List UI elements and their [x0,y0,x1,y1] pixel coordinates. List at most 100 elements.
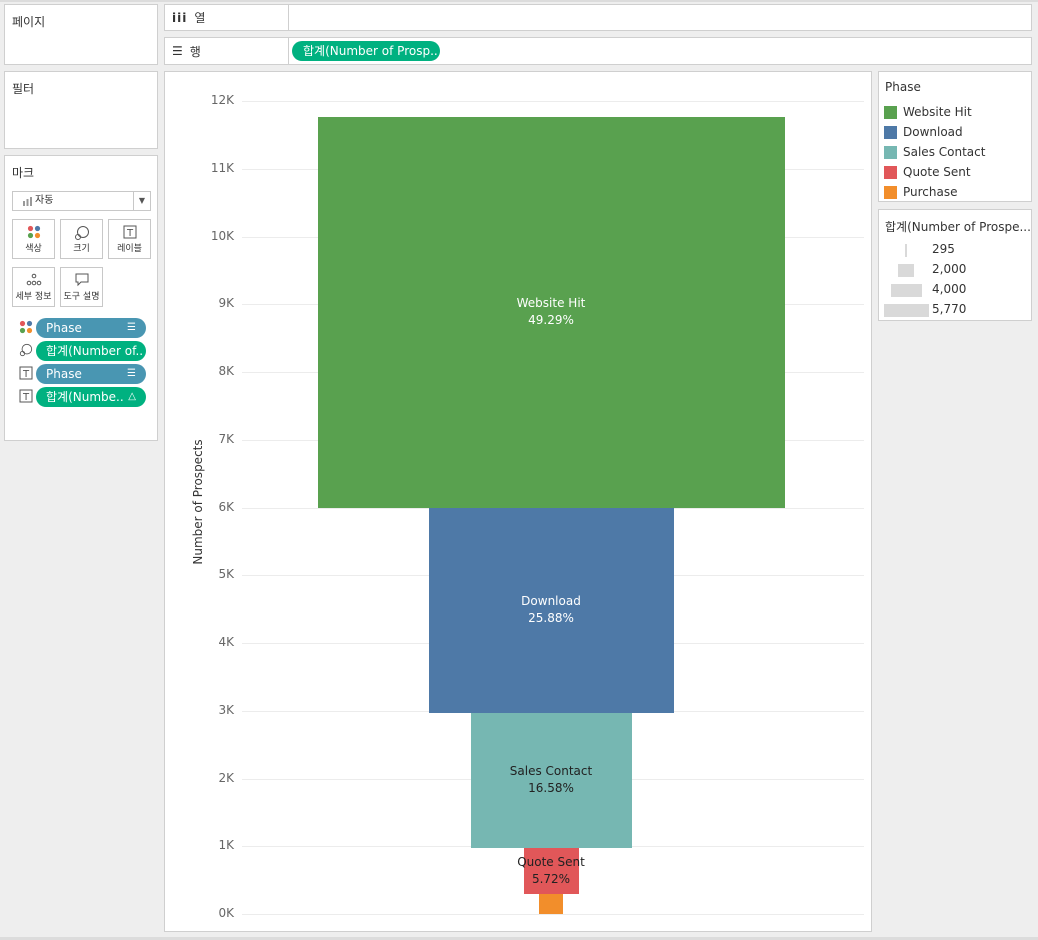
legend-label: Sales Contact [903,145,986,159]
funnel-segment-sales-contact[interactable] [470,713,632,848]
funnel-segment-website-hit[interactable] [317,116,785,508]
funnel-segment-download[interactable] [428,507,674,714]
filters-card[interactable]: 필터 [4,71,158,149]
rows-shelf[interactable]: ☰ 행 합계(Number of Prosp.. [164,37,1032,65]
size-icon [74,226,89,240]
size-icon [19,343,33,357]
label-button[interactable]: T 레이블 [108,219,151,259]
size-legend-label: 295 [932,242,955,256]
sort-icon: ☰ [127,368,136,379]
delta-icon: △ [128,391,136,402]
segment-name: Website Hit [516,296,586,311]
color-icon [19,320,33,334]
marks-title: 마크 [12,166,35,180]
legend-item[interactable]: Purchase [884,184,958,200]
y-tick-label: 11K [210,160,234,175]
legend-item[interactable]: Website Hit [884,104,972,120]
size-legend-mark [883,304,929,317]
size-button[interactable]: 크기 [60,219,103,259]
legend-label: Purchase [903,185,958,199]
y-tick-label: 12K [210,93,234,107]
rows-icon: ☰ [172,44,183,58]
segment-label: Quote Sent 5.72% [431,854,671,888]
mark-type-value: 자동 [35,195,54,206]
label-icon: T [19,366,33,380]
legend-swatch [884,125,897,139]
y-tick-label: 7K [218,431,234,446]
tooltip-icon [75,273,88,287]
legend-item[interactable]: Download [884,124,963,140]
y-tick-label: 2K [218,770,234,785]
tooltip-button-label: 도구 설명 [63,292,100,302]
y-tick-label: 8K [218,364,234,378]
columns-shelf-label: iii 열 [165,5,289,30]
segment-percent: 49.29% [528,313,574,328]
gridline [242,101,864,102]
size-legend-label: 2,000 [932,262,967,276]
bar-chart-icon [23,197,32,206]
sum-size-pill-label: 합계(Number of.. [46,344,144,358]
segment-name: Quote Sent [517,854,585,869]
sum-label-pill-label: 합계(Numbe.. [46,390,124,404]
legend-swatch [884,145,897,159]
funnel-segment-purchase[interactable] [539,894,563,914]
color-icon [27,225,40,239]
sum-label-pill[interactable]: 합계(Numbe.. △ [36,387,146,407]
segment-name: Sales Contact [509,764,593,779]
phase-legend-title: Phase [885,80,921,94]
chart-area: Number of Prospects 0K 1K 2K 3K 4K 5K 6K 7K 8K 9K… [165,72,871,931]
chart-view[interactable]: Number of Prospects 0K 1K 2K 3K 4K 5K 6K 7K 8K 9K… [164,71,872,932]
y-tick-label: 9K [218,296,234,311]
size-legend-mark [890,284,922,297]
legend-item[interactable]: Quote Sent [884,164,971,180]
label-icon: T [19,389,33,403]
detail-button-label: 세부 정보 [15,292,52,302]
columns-icon: iii [172,10,188,25]
y-tick-label: 3K [218,702,234,717]
phase-color-pill-label: Phase [46,321,82,335]
label-button-label: 레이블 [117,244,142,254]
pages-title: 페이지 [12,15,46,29]
rows-shelf-label: ☰ 행 [165,38,289,64]
pages-card[interactable]: 페이지 [4,4,158,65]
sum-size-pill[interactable]: 합계(Number of.. [36,341,146,361]
segment-name: Download [521,594,581,609]
rows-sum-pill[interactable]: 합계(Number of Prosp.. [292,41,440,61]
phase-label-pill-label: Phase [46,367,82,381]
filters-title: 필터 [12,82,35,96]
segment-label: Download 25.88% [431,593,671,627]
size-legend: 합계(Number of Prospe... 295 2,000 4,000 5,77… [878,209,1032,321]
size-legend-label: 4,000 [932,282,967,296]
y-tick-label: 6K [218,499,234,514]
y-tick-label: 5K [218,567,234,582]
segment-percent: 25.88% [528,611,574,626]
svg-text:T: T [22,392,30,403]
chevron-down-icon[interactable]: ▼ [133,192,150,210]
size-legend-title: 합계(Number of Prospe... [885,220,1031,234]
segment-label: Sales Contact 16.58% [431,763,671,797]
funnel-segment-quote-sent[interactable] [523,847,579,894]
legend-label: Download [903,125,963,139]
detail-icon [26,273,41,286]
color-button[interactable]: 색상 [12,219,55,259]
detail-button[interactable]: 세부 정보 [12,267,55,307]
legend-swatch [884,165,897,179]
marks-card: 마크 자동 ▼ 색상 크기 T 레이블 세부 정보 [4,155,158,441]
phase-label-pill[interactable]: Phase ☰ [36,364,146,384]
phase-legend: Phase Website Hit Download Sales Contact Qu… [878,71,1032,202]
segment-percent: 5.72% [531,871,571,886]
sort-icon: ☰ [127,322,136,333]
segment-percent: 16.58% [528,781,574,796]
mark-type-dropdown[interactable]: 자동 ▼ [12,191,151,211]
gridline [242,914,864,915]
phase-color-pill[interactable]: Phase ☰ [36,318,146,338]
size-legend-mark [898,264,914,277]
color-button-label: 색상 [25,244,42,254]
columns-shelf[interactable]: iii 열 [164,4,1032,31]
legend-label: Quote Sent [903,165,971,179]
legend-item[interactable]: Sales Contact [884,144,985,160]
svg-text:T: T [22,369,30,380]
tooltip-button[interactable]: 도구 설명 [60,267,103,307]
svg-text:T: T [125,228,133,239]
size-legend-mark [905,244,907,257]
